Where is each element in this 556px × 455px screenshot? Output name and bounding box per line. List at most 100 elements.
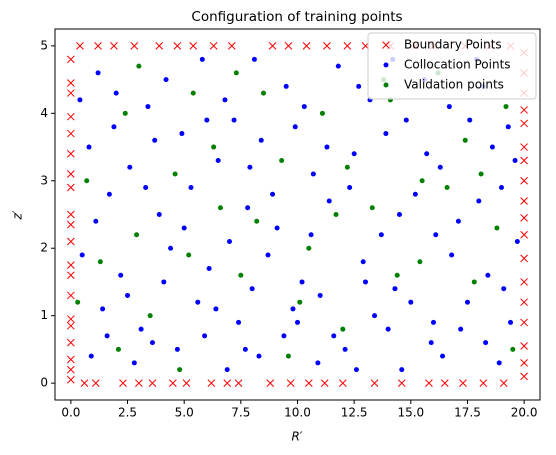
point xyxy=(433,232,439,238)
point xyxy=(459,379,467,387)
point xyxy=(520,278,528,286)
point xyxy=(179,131,185,137)
y-tick-label: 3 xyxy=(40,173,48,187)
point xyxy=(202,333,208,339)
point xyxy=(430,319,436,325)
point xyxy=(467,117,473,123)
point xyxy=(207,379,216,387)
point xyxy=(342,346,348,352)
point xyxy=(163,77,169,83)
point xyxy=(315,360,321,366)
point xyxy=(444,185,450,191)
point xyxy=(520,372,528,381)
point xyxy=(186,252,192,258)
point xyxy=(173,42,182,50)
point xyxy=(335,63,341,69)
point xyxy=(331,333,337,339)
point xyxy=(242,346,248,352)
x-axis-label: R′ xyxy=(291,430,302,444)
legend-marker xyxy=(382,41,390,49)
point xyxy=(256,353,262,359)
point xyxy=(270,191,276,197)
point xyxy=(505,124,511,130)
y-tick-label: 5 xyxy=(40,38,48,52)
point xyxy=(67,89,75,97)
point xyxy=(130,42,139,50)
point xyxy=(131,360,137,366)
point xyxy=(161,279,167,285)
point xyxy=(199,56,205,62)
point xyxy=(520,176,528,185)
point xyxy=(143,185,149,191)
x-tick-label: 7.5 xyxy=(231,406,250,420)
point xyxy=(223,379,232,387)
legend-label: Validation points xyxy=(404,78,504,92)
point xyxy=(510,346,516,352)
point xyxy=(147,313,153,319)
x-tick-label: 20.0 xyxy=(511,406,538,420)
point xyxy=(234,379,243,387)
point xyxy=(100,306,106,312)
point xyxy=(485,272,491,278)
point xyxy=(520,254,528,263)
point xyxy=(172,171,178,177)
point xyxy=(290,306,296,312)
point xyxy=(227,42,236,50)
point xyxy=(478,171,484,177)
point xyxy=(152,137,158,143)
legend-marker xyxy=(383,62,389,68)
point xyxy=(135,379,143,387)
x-tick-label: 5.0 xyxy=(175,406,194,420)
point xyxy=(514,238,520,244)
x-tick-label: 0.0 xyxy=(61,406,80,420)
point xyxy=(127,164,133,170)
point xyxy=(111,124,117,130)
x-tick-label: 15.0 xyxy=(397,406,424,420)
point xyxy=(462,137,468,143)
point xyxy=(385,326,391,332)
point xyxy=(403,117,409,123)
point xyxy=(95,70,101,76)
point xyxy=(520,298,528,307)
point xyxy=(520,318,528,327)
point xyxy=(281,333,287,339)
point xyxy=(67,237,75,246)
plot-frame xyxy=(54,28,541,401)
point xyxy=(93,218,99,224)
point xyxy=(149,340,155,346)
point xyxy=(122,110,128,116)
point xyxy=(279,158,285,164)
point xyxy=(397,379,406,387)
point xyxy=(195,299,201,305)
point xyxy=(110,42,118,50)
point xyxy=(419,178,425,184)
point xyxy=(446,104,452,110)
point xyxy=(520,197,528,205)
point xyxy=(498,185,504,191)
point xyxy=(520,156,528,165)
point xyxy=(297,299,303,305)
y-tick-label: 0 xyxy=(40,376,48,390)
point xyxy=(476,198,482,204)
point xyxy=(499,379,508,387)
point xyxy=(156,212,162,217)
point xyxy=(238,272,244,278)
point xyxy=(67,365,75,374)
point xyxy=(254,218,260,224)
point xyxy=(308,232,314,238)
point xyxy=(440,353,446,359)
point xyxy=(326,198,332,204)
point xyxy=(189,42,198,50)
point xyxy=(233,70,239,76)
point xyxy=(455,218,461,224)
legend-label: Collocation Points xyxy=(404,58,511,72)
point xyxy=(67,315,75,323)
point xyxy=(378,232,384,238)
point xyxy=(285,353,291,359)
point xyxy=(227,238,233,244)
point xyxy=(67,338,75,347)
point xyxy=(317,292,323,298)
point xyxy=(425,379,433,387)
point xyxy=(503,104,509,110)
point xyxy=(224,367,230,373)
